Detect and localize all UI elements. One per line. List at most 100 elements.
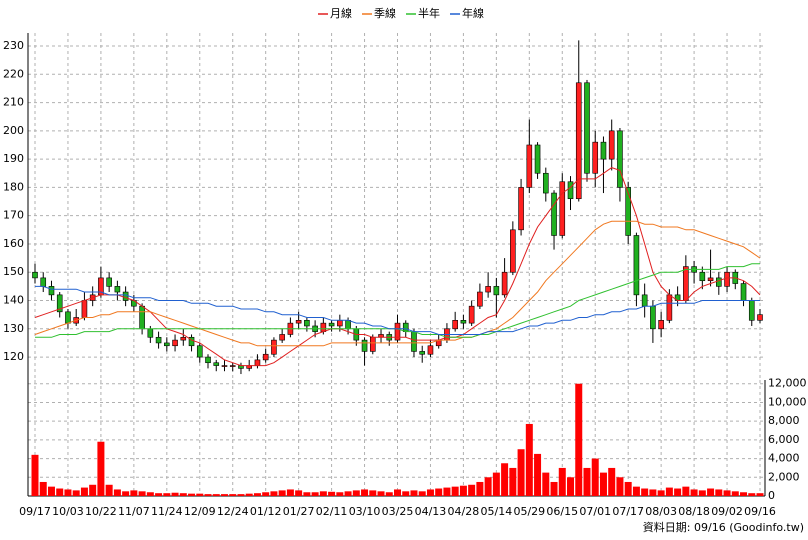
candle-body — [526, 144, 533, 188]
candle-body — [633, 235, 640, 296]
volume-bar — [682, 486, 690, 496]
volume-bar — [583, 467, 591, 496]
candle-body — [485, 286, 491, 293]
candle-body — [32, 271, 38, 279]
candle-body — [501, 271, 508, 296]
volume-bar — [361, 489, 369, 496]
x-tick-label: 04/13 — [415, 505, 447, 518]
volume-bar — [138, 491, 146, 496]
volume-bar — [212, 494, 220, 496]
candle-body — [411, 331, 417, 352]
volume-bar — [731, 491, 739, 496]
candle-body — [369, 336, 376, 352]
candle-body — [551, 192, 557, 236]
x-tick-label: 02/11 — [316, 505, 348, 518]
y2-tick-label: 4,000 — [768, 452, 800, 465]
volume-bar — [196, 493, 204, 496]
volume-bar — [501, 463, 509, 496]
volume-bar — [748, 493, 756, 496]
y-tick-label: 220 — [3, 67, 24, 80]
x-tick-label: 12/24 — [217, 505, 249, 518]
volume-bar — [237, 494, 245, 496]
y2-tick-label: 0 — [768, 489, 775, 502]
volume-bar — [459, 485, 467, 496]
volume-bar — [575, 383, 583, 496]
volume-bar — [319, 491, 327, 496]
volume-bar — [509, 467, 517, 496]
volume-bar — [295, 490, 303, 496]
candle-body — [279, 334, 285, 341]
candle-body — [48, 286, 55, 296]
volume-bar — [517, 449, 525, 496]
candle-body — [106, 277, 112, 287]
candle-body — [419, 351, 426, 355]
candle-body — [337, 320, 343, 327]
candle-body — [361, 339, 368, 352]
x-tick-label: 07/01 — [579, 505, 611, 518]
candle-body — [542, 172, 549, 194]
candle-body — [625, 187, 631, 236]
volume-bar — [155, 493, 163, 496]
volume-bar — [418, 491, 426, 496]
volume-bar — [328, 491, 336, 496]
x-tick-label: 01/27 — [283, 505, 315, 518]
y-tick-label: 170 — [3, 209, 24, 222]
volume-bar — [525, 423, 533, 496]
volume-bar — [394, 489, 401, 496]
candle-body — [600, 141, 607, 160]
x-tick-label: 11/24 — [151, 505, 183, 518]
volume-bar — [690, 489, 698, 496]
volume-bar — [715, 489, 723, 496]
candle-body — [427, 345, 434, 355]
candle-body — [608, 130, 615, 160]
volume-bar — [64, 489, 72, 496]
candle-body — [477, 291, 483, 307]
volume-bar — [188, 493, 196, 496]
legend-label: 半年 — [418, 6, 440, 20]
ma-line — [34, 167, 761, 367]
volume-bar — [674, 488, 682, 496]
volume-bar — [740, 492, 748, 496]
volume-bar — [542, 472, 550, 496]
x-tick-label: 12/09 — [184, 505, 216, 518]
candle-body — [683, 266, 689, 301]
candle-body — [394, 322, 401, 341]
y-tick-label: 160 — [3, 237, 24, 250]
volume-bar — [163, 493, 171, 496]
volume-bar — [39, 481, 47, 496]
volume-bar — [567, 477, 575, 496]
candle-body — [345, 320, 351, 330]
volume-bar — [435, 488, 443, 496]
footer: 資料日期: 09/16 (Goodinfo.tw) — [643, 520, 804, 534]
candle-body — [699, 271, 706, 282]
volume-bar — [369, 490, 377, 496]
candle-body — [155, 336, 162, 344]
volume-bar — [756, 493, 764, 496]
volume-bar — [97, 441, 105, 496]
candle-body — [534, 144, 541, 174]
candle-body — [460, 320, 467, 324]
y-tick-label: 190 — [3, 152, 24, 165]
legend-label: 月線 — [330, 6, 352, 20]
x-tick-label: 10/22 — [85, 505, 117, 518]
x-tick-label: 09/02 — [711, 505, 743, 518]
volume-bar — [122, 491, 130, 496]
volume-bar — [204, 494, 212, 496]
y-tick-label: 210 — [3, 96, 24, 109]
volume-bar — [229, 494, 237, 496]
y-tick-label: 130 — [3, 322, 24, 335]
candle-body — [617, 130, 623, 188]
volume-bar — [468, 484, 476, 496]
candle-body — [493, 286, 500, 296]
candle-body — [716, 277, 722, 287]
candle-body — [584, 82, 590, 174]
candle-body — [40, 277, 47, 287]
volume-bar — [599, 472, 607, 496]
candle-body — [196, 345, 203, 358]
candle-body — [740, 283, 747, 301]
volume-bar — [426, 489, 434, 496]
volume-bar — [352, 490, 360, 496]
volume-bar — [402, 491, 410, 496]
y-tick-label: 120 — [3, 350, 24, 363]
